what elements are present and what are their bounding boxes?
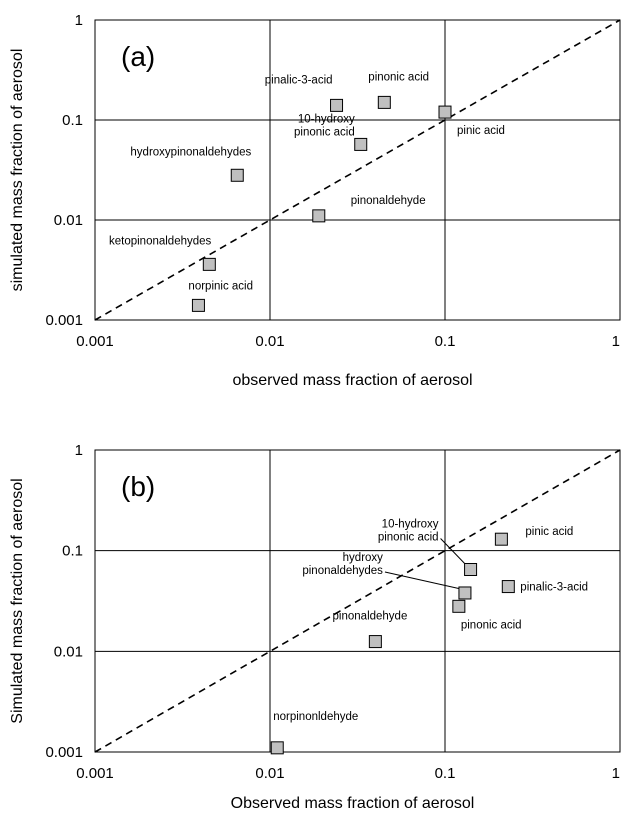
y-axis-label: Simulated mass fraction of aerosol — [9, 478, 26, 723]
y-tick-label: 0.01 — [54, 212, 83, 229]
data-point-label: pinic acid — [457, 125, 505, 137]
one-to-one-line — [95, 20, 620, 320]
x-tick-label: 0.001 — [76, 333, 114, 350]
x-tick-label: 1 — [612, 333, 620, 350]
x-tick-label: 0.1 — [435, 333, 456, 350]
data-point-label: pinonic acid — [368, 71, 429, 83]
y-tick-label: 1 — [75, 442, 83, 459]
y-tick-label: 0.001 — [45, 312, 83, 329]
label-leader-line — [441, 539, 467, 566]
x-tick-label: 0.001 — [76, 765, 114, 782]
data-point-marker — [378, 96, 390, 108]
panel-label: (a) — [121, 41, 155, 72]
y-tick-label: 0.1 — [62, 543, 83, 560]
x-axis-label: observed mass fraction of aerosol — [232, 372, 472, 389]
y-tick-label: 1 — [75, 12, 83, 29]
y-tick-label: 0.1 — [62, 112, 83, 129]
data-point-label: norpinonldehyde — [273, 711, 358, 723]
data-point-label: pinic acid — [525, 526, 573, 538]
data-point-label: norpinic acid — [188, 280, 253, 292]
x-tick-label: 0.01 — [255, 765, 284, 782]
panel-label: (b) — [121, 471, 155, 502]
data-point-marker — [231, 169, 243, 181]
data-point-label: 10-hydroxy pinonic acid — [294, 113, 355, 138]
x-axis-label: Observed mass fraction of aerosol — [231, 795, 475, 812]
data-point-marker — [453, 600, 465, 612]
data-point-marker — [465, 564, 477, 576]
y-tick-label: 0.001 — [45, 744, 83, 761]
data-point-marker — [495, 533, 507, 545]
data-point-marker — [439, 106, 451, 118]
label-leader-line — [385, 572, 461, 589]
data-point-marker — [355, 138, 367, 150]
data-point-label: pinalic-3-acid — [520, 582, 588, 594]
y-tick-label: 0.01 — [54, 643, 83, 660]
data-point-marker — [369, 636, 381, 648]
data-point-label: pinonaldehyde — [351, 195, 426, 207]
data-point-label: pinonaldehyde — [333, 611, 408, 623]
panel-b: 0.001 0.01 0.1 1 0.001 0.01 0.1 1 Observed mass … — [9, 442, 620, 812]
x-tick-label: 0.01 — [255, 333, 284, 350]
data-point-label: ketopinonaldehydes — [109, 235, 212, 247]
data-point-marker — [313, 210, 325, 222]
data-point-label: hydroxypinonaldehydes — [130, 146, 251, 158]
data-point-marker — [203, 258, 215, 270]
data-point-label: pinalic-3-acid — [265, 74, 333, 86]
x-tick-label: 1 — [612, 765, 620, 782]
one-to-one-line — [95, 450, 620, 752]
data-point-marker — [192, 299, 204, 311]
data-point-marker — [502, 581, 514, 593]
data-point-marker — [459, 587, 471, 599]
data-point-label: pinonic acid — [461, 619, 522, 631]
x-tick-label: 0.1 — [435, 765, 456, 782]
data-point-marker — [271, 742, 283, 754]
data-point-label: 10-hydroxy pinonic acid — [378, 519, 439, 544]
y-axis-label: simulated mass fraction of aerosol — [9, 49, 26, 292]
data-point-marker — [331, 99, 343, 111]
panel-a: 0.001 0.01 0.1 1 0.001 0.01 0.1 1 observed mass … — [9, 12, 620, 389]
